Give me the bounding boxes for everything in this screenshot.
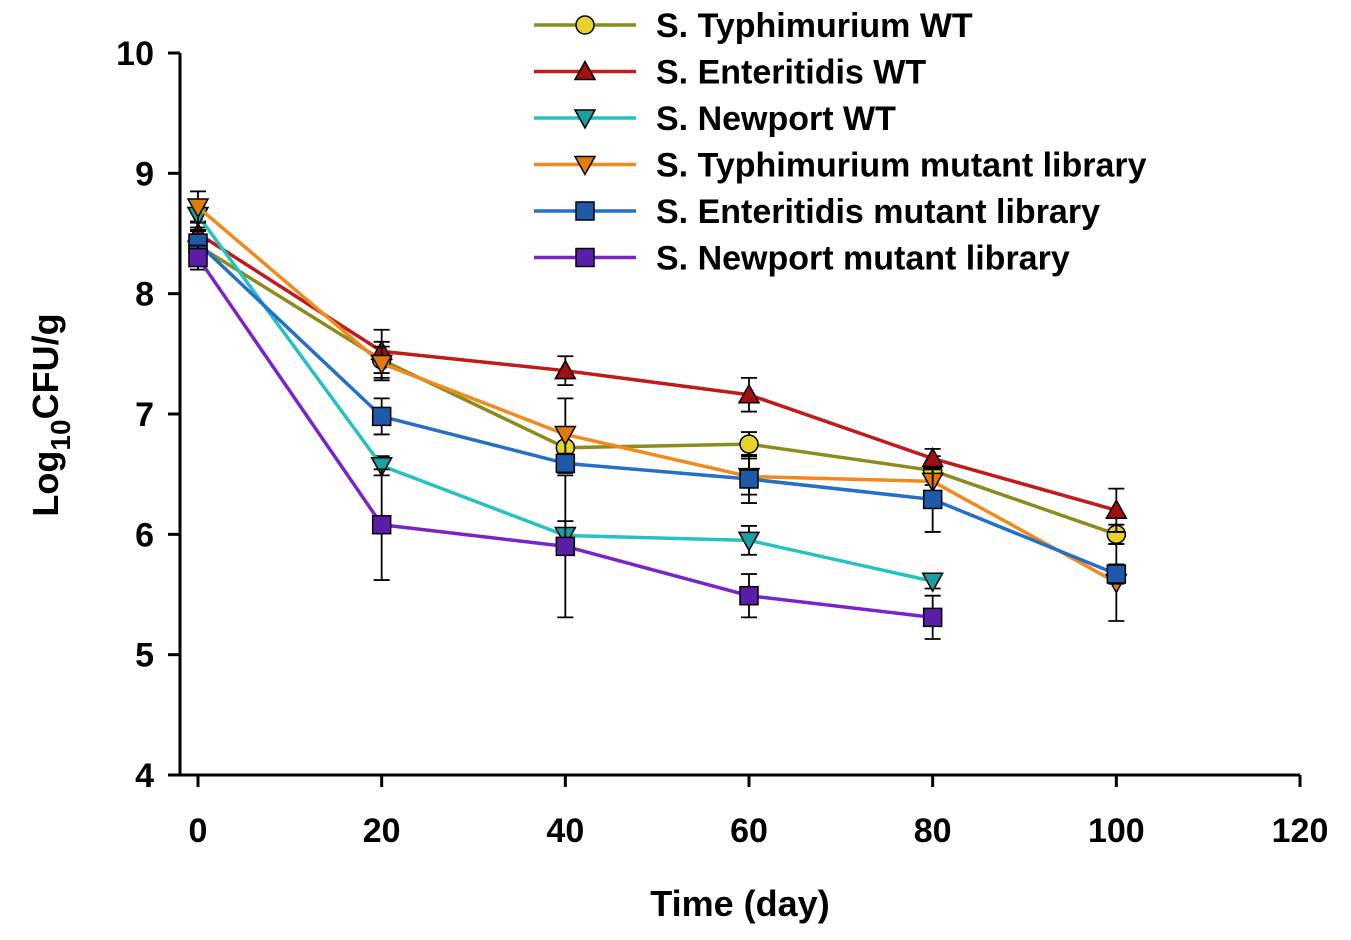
data-point [371,406,392,427]
data-point [737,383,761,404]
data-point [737,531,761,552]
data-point [739,434,759,454]
data-point [370,456,393,478]
y-tick-label: 8 [135,276,154,314]
data-point [1106,564,1127,584]
legend-label: S. Typhimurium mutant library [656,147,1147,185]
legend-marker [575,201,595,221]
x-tick-label: 120 [1272,812,1329,850]
legend-marker [573,59,597,81]
data-point [371,514,392,535]
data-point [554,425,577,447]
data-point [554,359,577,380]
series-line [196,241,1117,576]
legend-label: S. Typhimurium WT [656,7,973,45]
y-tick-label: 9 [135,155,154,193]
series-2 [186,220,1128,533]
x-tick-label: 0 [189,812,208,850]
data-point [921,572,944,593]
x-tick-label: 80 [914,812,952,850]
y-tick-label: 4 [135,757,154,795]
data-point [555,536,576,557]
legend-marker [575,247,595,268]
legend-entry-4: S. Typhimurium mutant library [534,147,1147,185]
legend-label: S. Enteritidis mutant library [656,193,1100,231]
legend-entry-1: S. Typhimurium WT [534,7,973,45]
y-axis-title-main: Log [25,451,66,517]
y-axis-title: Log10CFU/g [25,313,76,516]
legend-entry-3: S. Newport WT [534,100,896,138]
y-tick-label: 7 [135,396,154,434]
legend-marker [573,155,597,177]
y-tick-label: 6 [135,516,154,554]
data-point [922,489,943,510]
legend-entry-5: S. Enteritidis mutant library [534,193,1100,231]
legend-label: S. Newport WT [656,100,896,138]
data-point [739,585,759,606]
legend-entry-6: S. Newport mutant library [534,240,1070,278]
data-point [370,354,393,376]
x-axis-title: Time (day) [650,883,829,924]
x-tick-label: 20 [363,812,401,850]
legend-label: S. Enteritidis WT [656,54,926,92]
x-tick-label: 60 [730,812,768,850]
legend-label: S. Newport mutant library [656,240,1070,278]
data-point [922,607,943,628]
series-line [197,244,1117,536]
y-tick-label: 10 [116,35,154,73]
y-axis-title-rest: CFU/g [25,313,66,419]
series-line [196,205,1118,584]
data-point [1105,498,1128,520]
legend-marker [575,15,595,35]
data-point [739,469,759,489]
x-tick-label: 40 [546,812,584,850]
y-axis-title-subscript: 10 [45,419,76,450]
series-line [197,232,1117,512]
series-5 [188,230,1127,585]
legend: S. Typhimurium WT S. Enteritidis WT S. New… [534,7,1147,278]
legend-entry-2: S. Enteritidis WT [534,54,926,92]
data-point [188,247,208,268]
y-tick-label: 5 [135,637,154,675]
data-point [186,198,210,219]
x-tick-label: 100 [1088,812,1145,850]
legend-marker [573,109,597,130]
data-point [555,453,576,474]
series-layer [186,190,1128,640]
series-6 [188,244,943,640]
